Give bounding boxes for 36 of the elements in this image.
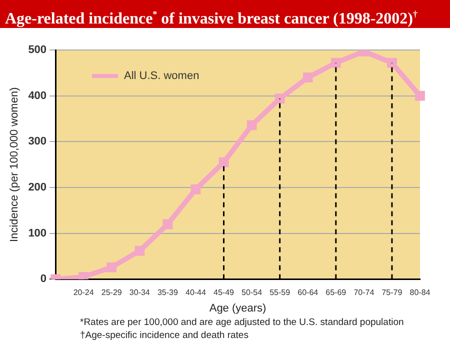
x-tick-label: 70-74 bbox=[354, 288, 375, 298]
y-tick-label: 400 bbox=[28, 90, 47, 102]
text: †Age-specific incidence and death rates bbox=[80, 329, 250, 342]
y-axis-title: Incidence (per 100,000 women) bbox=[8, 87, 21, 242]
y-tick-label: 500 bbox=[28, 44, 47, 56]
y-tick-label: 200 bbox=[28, 182, 47, 194]
point bbox=[330, 58, 341, 68]
text: *Rates are per 100,000 and are age adjusted to the U.S. standard population bbox=[80, 316, 404, 329]
x-tick-label: 45-49 bbox=[214, 288, 235, 298]
x-tick-label: 30-34 bbox=[129, 288, 150, 298]
legend-label: All U.S. women bbox=[124, 70, 200, 82]
x-tick-label: 50-54 bbox=[242, 288, 263, 298]
x-tick-label: 25-29 bbox=[101, 288, 122, 298]
x-tick-label: 55-59 bbox=[270, 288, 291, 298]
y-tick-label: 300 bbox=[28, 136, 47, 148]
point bbox=[415, 90, 425, 101]
x-tick-label: 35-39 bbox=[157, 288, 178, 298]
x-tick-label: 20-24 bbox=[73, 288, 94, 298]
x-tick-label: 65-69 bbox=[326, 288, 347, 298]
point bbox=[190, 184, 201, 194]
x-tick-label: 40-44 bbox=[185, 288, 206, 298]
point bbox=[302, 72, 313, 82]
point bbox=[218, 157, 229, 168]
point bbox=[387, 58, 397, 68]
x-axis-title: Age (years) bbox=[209, 302, 266, 314]
point bbox=[106, 262, 117, 272]
point bbox=[246, 120, 257, 130]
x-tick-label: 75-79 bbox=[382, 288, 403, 298]
x-tick-label: 60-64 bbox=[298, 288, 319, 298]
chart-title: Age-related incidence$^{*}$ of invasive breast cancer (1998-2002)$^{†}$ bbox=[0, 0, 450, 28]
y-tick-label: 0 bbox=[40, 273, 47, 286]
point bbox=[162, 219, 173, 230]
point bbox=[274, 94, 285, 104]
point bbox=[134, 246, 145, 256]
x-tick-label: 80-84 bbox=[410, 288, 431, 298]
y-tick-label: 100 bbox=[28, 227, 47, 240]
